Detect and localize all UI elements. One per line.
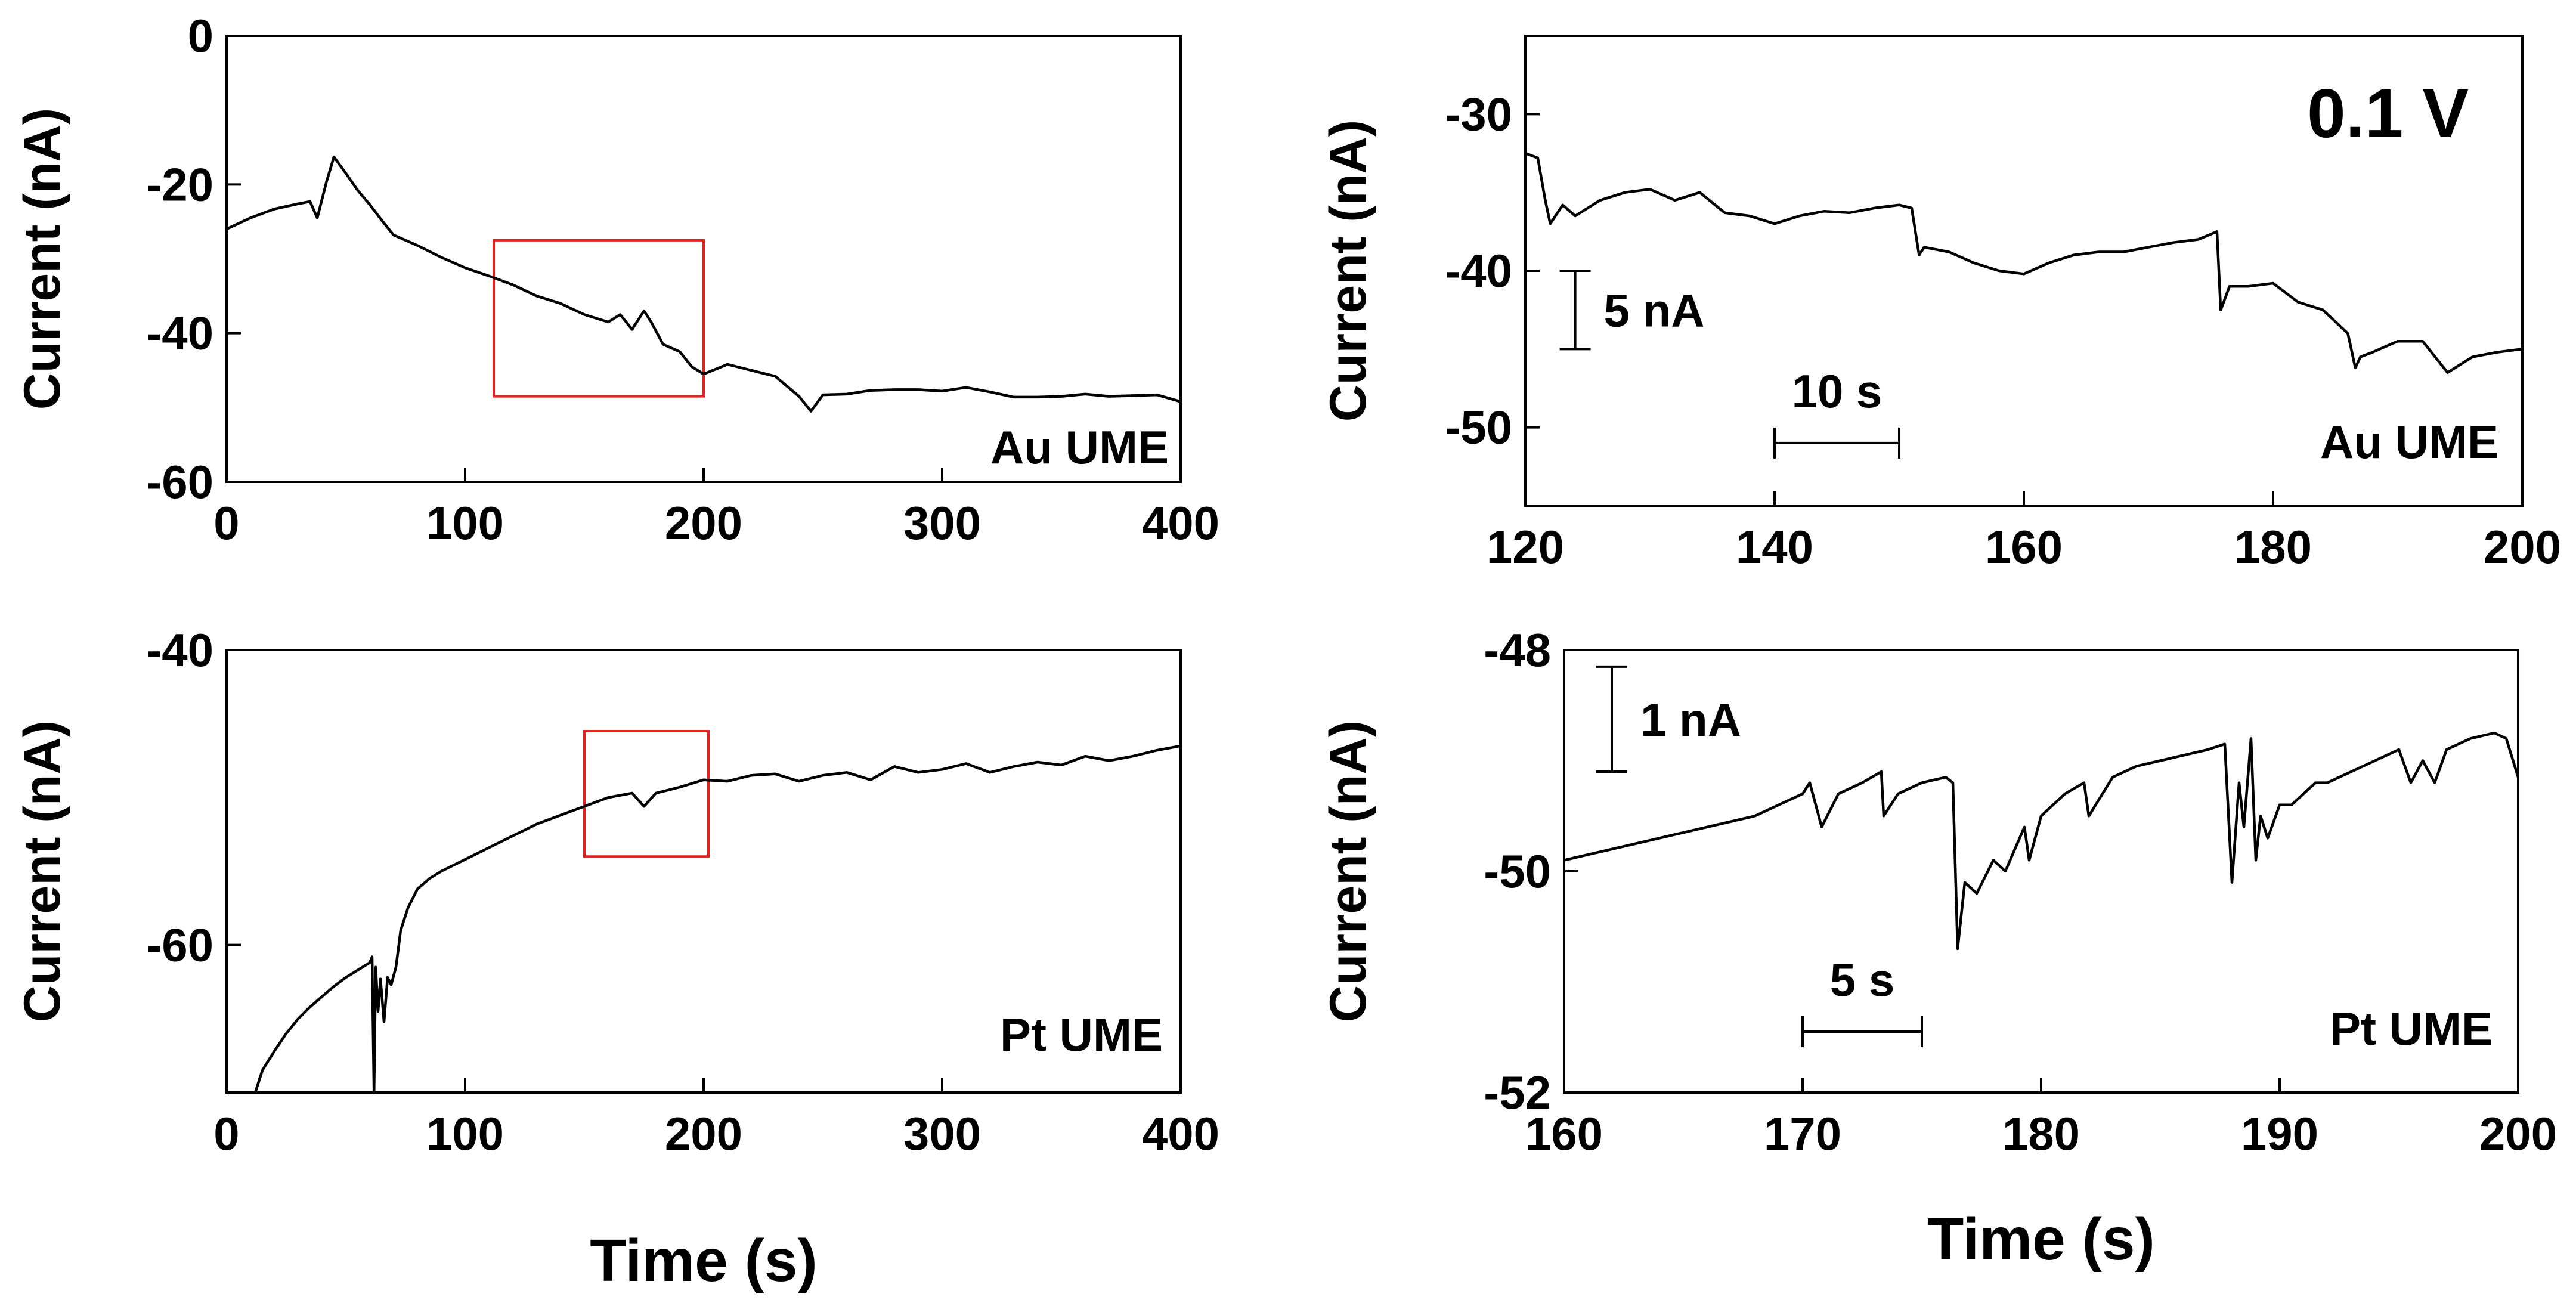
x-tick-label: 190 [2241, 1107, 2318, 1160]
panel-pt-overview: -40 -60 0 100 200 300 400 Pt UME Current (nA)… [14, 624, 1219, 1294]
y-axis-label: Current (nA) [14, 720, 71, 1022]
y-tick-label: -50 [1445, 401, 1512, 454]
y-tick-label: -50 [1484, 845, 1551, 898]
y-tick-label: -40 [146, 307, 213, 360]
x-tick-label: 100 [426, 497, 504, 549]
panel-au-zoom: -30 -40 -50 120 140 160 180 200 5 nA 10 s 0.1 V… [1320, 35, 2561, 573]
x-tick-label: 180 [2002, 1107, 2080, 1160]
x-ticks: 0 100 200 300 400 [213, 1078, 1219, 1160]
potential-label: 0.1 V [2307, 75, 2469, 152]
x-tick-label: 100 [426, 1107, 504, 1160]
x-tick-label: 0 [213, 1107, 239, 1160]
x-tick-label: 400 [1142, 497, 1219, 549]
scale-bars: 1 nA 5 s [1596, 665, 1923, 1047]
x-tick-label: 120 [1487, 521, 1564, 573]
y-axis-label: Current (nA) [14, 108, 71, 410]
panel-pt-zoom: -48 -50 -52 160 170 180 190 200 1 nA 5 s Pt UME… [1320, 624, 2557, 1273]
current-trace-pt [253, 744, 1181, 1094]
x-tick-label: 160 [1985, 521, 2063, 573]
x-tick-label: 200 [2479, 1107, 2557, 1160]
y-axis-label: Current (nA) [1320, 120, 1377, 422]
panel-au-overview: 0 -20 -40 -60 0 100 200 300 400 Au UME Current … [14, 10, 1219, 549]
x-tick-label: 200 [665, 497, 742, 549]
y-axis-label: Current (nA) [1320, 720, 1377, 1022]
y-tick-label: -30 [1445, 88, 1512, 140]
current-trace-au [226, 155, 1181, 413]
scale-bar-label: 5 s [1830, 954, 1894, 1006]
y-tick-label: -52 [1484, 1066, 1551, 1119]
x-tick-label: 200 [2484, 521, 2561, 573]
scale-bar-label: 10 s [1792, 365, 1883, 417]
y-tick-label: -48 [1484, 624, 1551, 676]
x-tick-label: 170 [1764, 1107, 1841, 1160]
electrode-annotation: Pt UME [1000, 1008, 1163, 1061]
y-tick-label: -40 [1445, 245, 1512, 297]
current-trace-au-zoom [1525, 151, 2523, 374]
y-ticks: -30 -40 -50 [1445, 88, 1540, 454]
x-tick-label: 300 [903, 497, 981, 549]
x-axis-label: Time (s) [590, 1227, 818, 1294]
electrode-annotation: Au UME [990, 421, 1169, 473]
x-ticks: 0 100 200 300 400 [213, 468, 1219, 549]
y-ticks: -48 -50 -52 [1484, 624, 1578, 1119]
x-tick-label: 300 [903, 1107, 981, 1160]
y-tick-label: -60 [146, 919, 213, 971]
current-trace-pt-zoom [1563, 731, 2520, 951]
y-tick-label: -60 [146, 456, 213, 508]
scale-bar-label: 1 nA [1640, 694, 1741, 746]
electrode-annotation: Pt UME [2330, 1002, 2493, 1055]
y-ticks: -40 -60 [146, 624, 241, 971]
y-tick-label: 0 [188, 10, 213, 62]
x-tick-label: 200 [665, 1107, 742, 1160]
scale-bars: 5 nA 10 s [1559, 270, 1900, 459]
x-tick-label: 140 [1736, 521, 1813, 573]
y-tick-label: -20 [146, 158, 213, 211]
x-tick-label: 0 [213, 497, 239, 549]
scale-bar-label: 5 nA [1604, 284, 1705, 337]
y-tick-label: -40 [146, 624, 213, 676]
electrode-annotation: Au UME [2320, 416, 2498, 468]
x-ticks: 160 170 180 190 200 [1525, 1078, 2557, 1160]
y-ticks: 0 -20 -40 -60 [146, 10, 241, 508]
x-axis-label: Time (s) [1927, 1206, 2155, 1273]
x-ticks: 120 140 160 180 200 [1487, 491, 2561, 573]
x-tick-label: 180 [2234, 521, 2312, 573]
zoom-highlight-box [583, 730, 710, 858]
zoom-highlight-box [493, 239, 705, 398]
x-tick-label: 400 [1142, 1107, 1219, 1160]
x-tick-label: 160 [1525, 1107, 1603, 1160]
